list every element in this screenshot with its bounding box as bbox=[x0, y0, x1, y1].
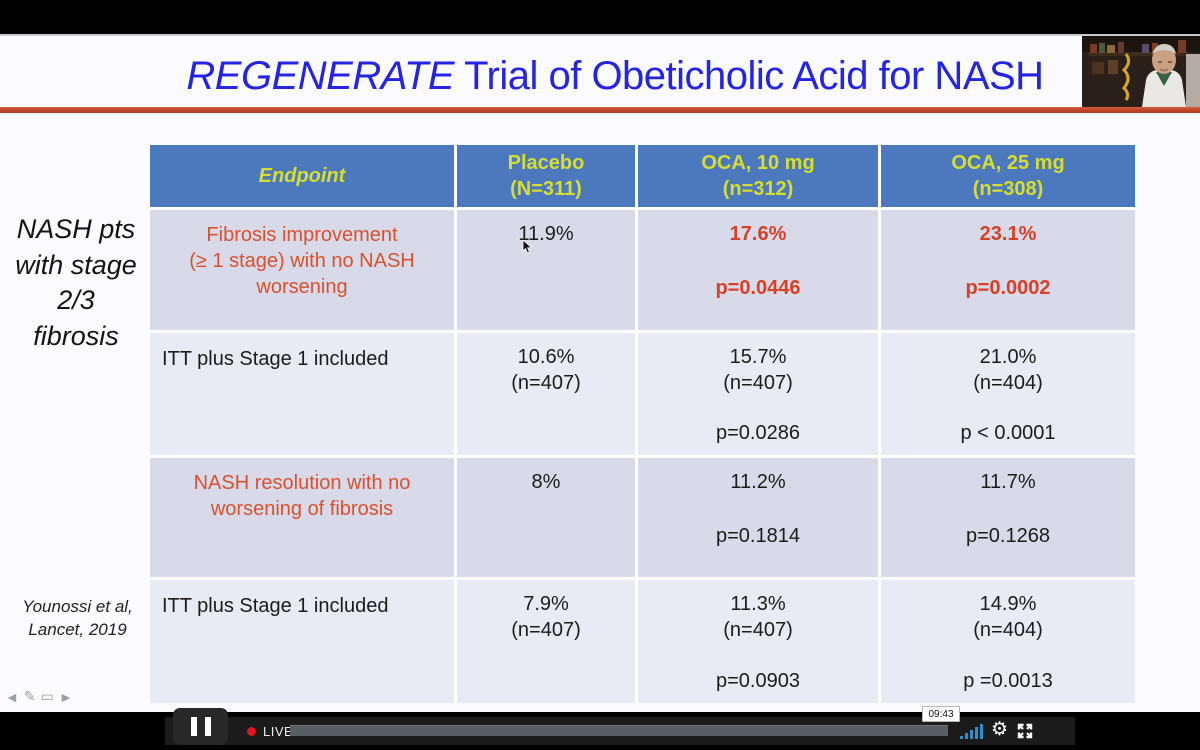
slideshow-nav-controls: ◄ ✎ ▭ ► bbox=[5, 688, 73, 705]
result-value: 15.7% (n=407) bbox=[723, 346, 793, 394]
result-value: 11.9% bbox=[518, 223, 574, 245]
p-value: p < 0.0001 bbox=[960, 422, 1056, 444]
result-value: 14.9% (n=404) bbox=[973, 593, 1043, 641]
header-cell: OCA, 25 mg (n=308) bbox=[881, 145, 1135, 207]
live-dot-icon bbox=[247, 726, 256, 736]
pause-icon bbox=[190, 717, 197, 736]
endpoint-cell: ITT plus Stage 1 included bbox=[150, 333, 454, 455]
letterbox-top bbox=[0, 0, 1200, 34]
result-cell: 8% bbox=[457, 458, 635, 577]
result-value: 17.6% bbox=[729, 223, 787, 245]
result-cell: 21.0% (n=404) p < 0.0001 bbox=[881, 333, 1135, 455]
p-value: p=0.0903 bbox=[716, 670, 800, 692]
result-cell: 11.9% bbox=[457, 210, 635, 330]
result-value: 10.6% (n=407) bbox=[511, 346, 581, 394]
endpoint-cell: NASH resolution with no worsening of fib… bbox=[150, 458, 454, 577]
results-table: Endpoint Placebo (N=311) OCA, 10 mg (n=312… bbox=[150, 145, 1135, 703]
presenter-webcam-image bbox=[1082, 36, 1200, 107]
result-cell: 11.2% p=0.1814 bbox=[638, 458, 878, 577]
presenter-webcam bbox=[1082, 36, 1200, 107]
pen-tool-icon[interactable]: ✎ bbox=[23, 688, 36, 704]
time-tooltip: 09:43 bbox=[922, 706, 960, 722]
mouse-cursor-icon bbox=[522, 239, 533, 254]
result-cell: 15.7% (n=407) p=0.0286 bbox=[638, 333, 878, 455]
result-cell: 11.3% (n=407) p=0.0903 bbox=[638, 580, 878, 703]
result-value: 11.3% (n=407) bbox=[723, 593, 793, 641]
header-cell: OCA, 10 mg (n=312) bbox=[638, 145, 878, 207]
gear-icon[interactable]: ⚙ bbox=[991, 719, 1009, 740]
result-cell: 17.6% p=0.0446 bbox=[638, 210, 878, 330]
slide-title-rest: Trial of Obeticholic Acid for NASH bbox=[464, 53, 1044, 98]
p-value: p=0.0446 bbox=[715, 277, 801, 299]
mouse-cursor bbox=[522, 239, 533, 259]
endpoint-cell: ITT plus Stage 1 included bbox=[150, 580, 454, 703]
presentation-slide: REGENERATE Trial of Obeticholic Acid for… bbox=[0, 36, 1200, 712]
result-cell: 10.6% (n=407) bbox=[457, 333, 635, 455]
slide-title-trial-name: REGENERATE bbox=[186, 53, 455, 98]
result-value: 8% bbox=[531, 471, 561, 493]
result-value: 11.2% bbox=[730, 471, 786, 493]
p-value: p=0.1814 bbox=[716, 525, 800, 547]
header-cell: Endpoint bbox=[150, 145, 454, 207]
live-indicator: LIVE bbox=[247, 717, 293, 745]
title-underline-rule bbox=[0, 107, 1200, 113]
result-cell: 11.7% p=0.1268 bbox=[881, 458, 1135, 577]
citation: Younossi et al, Lancet, 2019 bbox=[22, 597, 133, 639]
live-label: LIVE bbox=[263, 723, 294, 739]
pause-icon bbox=[204, 717, 211, 736]
result-cell: 23.1% p=0.0002 bbox=[881, 210, 1135, 330]
fullscreen-icon[interactable] bbox=[1017, 723, 1033, 744]
slide-top-divider bbox=[0, 34, 1200, 36]
result-cell: 14.9% (n=404) p =0.0013 bbox=[881, 580, 1135, 703]
p-value: p =0.0013 bbox=[963, 670, 1053, 692]
next-slide-icon[interactable]: ► bbox=[58, 688, 73, 705]
pause-button[interactable] bbox=[173, 708, 228, 745]
result-value: 21.0% (n=404) bbox=[973, 346, 1043, 394]
volume-bars-icon[interactable] bbox=[960, 724, 983, 739]
player-control-bar: LIVE 09:43 ⚙ bbox=[165, 706, 1075, 745]
prev-slide-icon[interactable]: ◄ bbox=[5, 688, 19, 705]
seek-bar[interactable] bbox=[290, 725, 948, 736]
result-value: 7.9% (n=407) bbox=[511, 593, 581, 641]
p-value: p=0.0286 bbox=[716, 422, 800, 444]
result-value: 23.1% bbox=[979, 223, 1037, 245]
result-value: 11.7% bbox=[980, 471, 1036, 493]
population-side-label: NASH pts with stage 2/3 fibrosis bbox=[15, 214, 137, 351]
p-value: p=0.1268 bbox=[966, 525, 1050, 547]
slide-menu-icon[interactable]: ▭ bbox=[40, 688, 54, 704]
slide-title: REGENERATE Trial of Obeticholic Acid for… bbox=[150, 46, 1080, 106]
p-value: p=0.0002 bbox=[965, 277, 1051, 299]
header-cell: Placebo (N=311) bbox=[457, 145, 635, 207]
endpoint-cell: Fibrosis improvement (≥ 1 stage) with no… bbox=[150, 210, 454, 330]
result-cell: 7.9% (n=407) bbox=[457, 580, 635, 703]
